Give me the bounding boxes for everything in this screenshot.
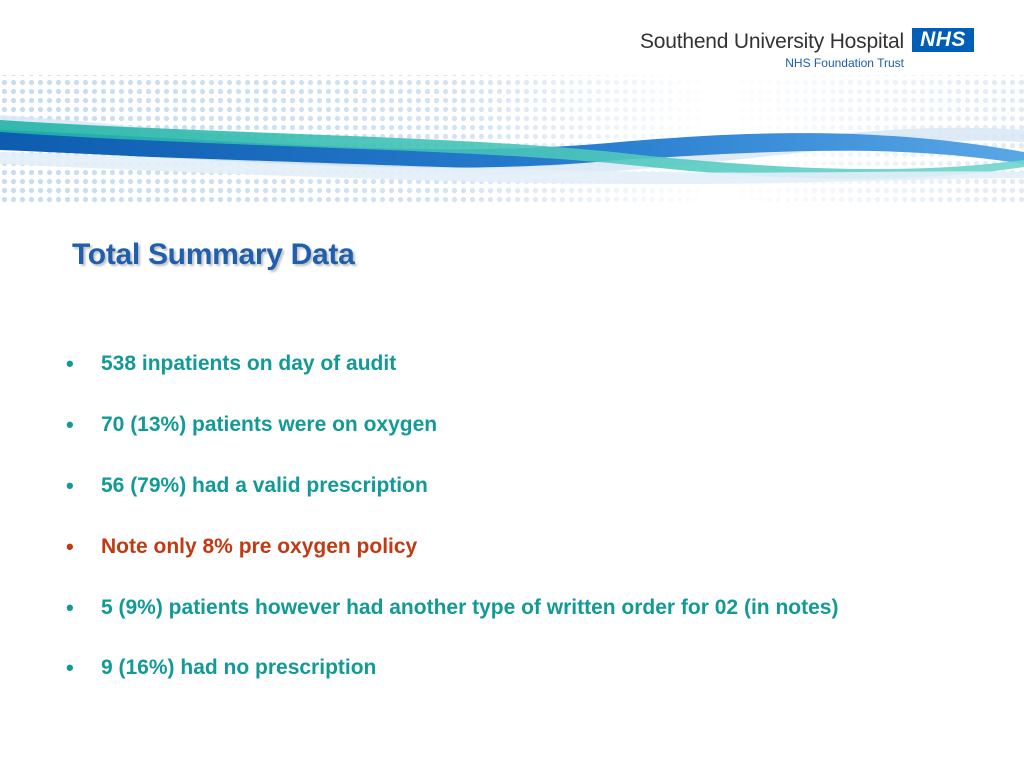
bullet-item: 56 (79%) had a valid prescription (66, 474, 966, 498)
nhs-logo-badge: NHS (912, 28, 974, 52)
bullet-item: 70 (13%) patients were on oxygen (66, 413, 966, 437)
slide-title: Total Summary Data (72, 238, 355, 271)
summary-bullet-list: 538 inpatients on day of audit 70 (13%) … (66, 352, 966, 717)
bullet-item: 5 (9%) patients however had another type… (66, 596, 966, 620)
bullet-item: 538 inpatients on day of audit (66, 352, 966, 376)
logo-org-subtitle: NHS Foundation Trust (785, 56, 904, 70)
hospital-logo: Southend University Hospital NHS Foundat… (614, 26, 974, 76)
bullet-item-note: Note only 8% pre oxygen policy (66, 535, 966, 559)
logo-org-name: Southend University Hospital (639, 30, 904, 53)
bullet-item: 9 (16%) had no prescription (66, 656, 966, 680)
wave-banner-graphic (0, 75, 1024, 205)
